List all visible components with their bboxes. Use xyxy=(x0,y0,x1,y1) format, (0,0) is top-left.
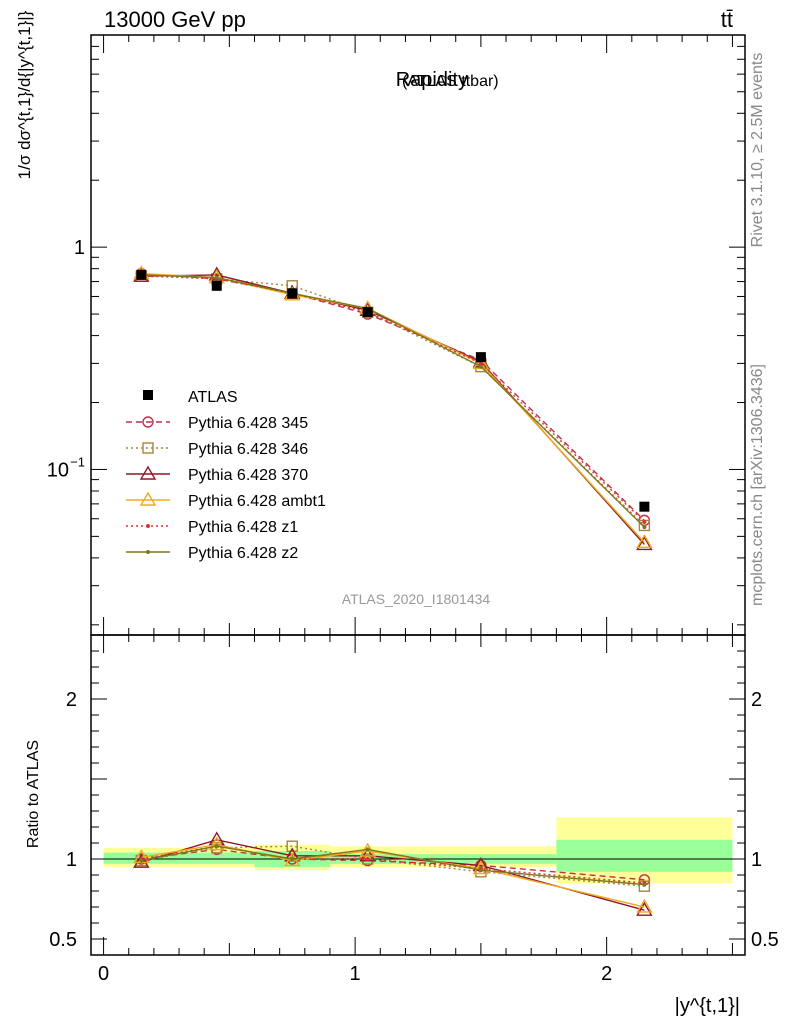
process-label: tt̄ xyxy=(721,7,733,32)
series-pythia-6-428-z2-ratio-line xyxy=(141,845,645,886)
legend-label: Pythia 6.428 ambt1 xyxy=(188,493,326,510)
series-pythia-6-428-ambt1-point xyxy=(636,533,653,549)
y-axis-label-main: 1/σ dσ^{t,1}/d{|y^{t,1}|} xyxy=(15,10,34,179)
ratio-y-tick-label: 2 xyxy=(66,689,77,711)
series-pythia-6-428-370-point xyxy=(636,536,653,551)
atlas-data-point xyxy=(136,269,147,280)
series-pythia-6-428-z1-point xyxy=(642,520,647,525)
series-pythia-6-428-z2-point xyxy=(478,364,483,369)
legend-marker xyxy=(139,491,157,506)
atlas-data-point xyxy=(639,501,650,512)
series-pythia-6-428-345-ratio-line xyxy=(141,848,645,881)
series-pythia-6-428-z2-ratio-point xyxy=(642,882,647,887)
legend-marker xyxy=(139,465,157,480)
series-pythia-6-428-z1-line xyxy=(141,274,645,523)
series-pythia-6-428-z1-ratio-point xyxy=(365,857,370,861)
legend-atlas-label: ATLAS xyxy=(188,389,238,406)
legend-marker xyxy=(142,416,154,428)
legend-marker xyxy=(142,442,154,454)
series-pythia-6-428-z2-ratio-point xyxy=(214,844,219,849)
series-pythia-6-428-346-line xyxy=(141,275,645,526)
series-pythia-6-428-346-ratio-point xyxy=(286,840,298,852)
energy-label: 13000 GeV pp xyxy=(104,7,246,32)
legend-label: Pythia 6.428 346 xyxy=(188,441,308,458)
mcplots-label: mcplots.cern.ch [arXiv:1306.3436] xyxy=(749,364,766,606)
x-tick-label: 2 xyxy=(601,963,612,985)
series-pythia-6-428-346-ratio-line xyxy=(141,845,645,887)
series-pythia-6-428-z2-point xyxy=(214,275,219,280)
series-pythia-6-428-z2-line xyxy=(141,274,645,528)
x-tick-label: 1 xyxy=(350,963,361,985)
series-pythia-6-428-z2-ratio-point xyxy=(478,868,483,873)
series-pythia-6-428-ambt1-ratio-point xyxy=(208,836,225,851)
series-pythia-6-428-z2-ratio-point xyxy=(290,857,295,861)
ratio-y-tick-label-right: 1 xyxy=(751,849,762,871)
main-y-tick-label-exponent: −1 xyxy=(70,454,85,469)
series-pythia-6-428-345-line xyxy=(141,272,645,521)
chart-title: Rapidity xyxy=(396,69,468,91)
series-pythia-6-428-370-ratio-point xyxy=(636,901,653,916)
main-y-tick-label: 10 xyxy=(47,459,69,481)
atlas-data-point xyxy=(211,280,222,291)
legend-marker xyxy=(146,550,150,554)
legend-label: Pythia 6.428 z1 xyxy=(188,519,298,536)
atlas-data-point xyxy=(475,352,486,363)
legend-atlas-marker xyxy=(143,390,153,400)
ratio-y-tick-label-right: 0.5 xyxy=(751,929,779,951)
series-pythia-6-428-z2-point xyxy=(642,525,647,530)
ratio-y-tick-label-right: 2 xyxy=(751,689,762,711)
legend-label: Pythia 6.428 345 xyxy=(188,415,308,432)
series-pythia-6-428-z2-ratio-point xyxy=(365,847,370,852)
series-pythia-6-428-ambt1-ratio-point xyxy=(636,898,653,913)
series-pythia-6-428-346-ratio-point xyxy=(361,853,374,865)
series-pythia-6-428-ambt1-ratio-point xyxy=(472,860,490,875)
ratio-band-inner xyxy=(556,839,733,872)
x-tick-label: 0 xyxy=(98,963,109,985)
series-pythia-6-428-z1-ratio-line xyxy=(141,845,645,884)
y-axis-label-ratio: Ratio to ATLAS xyxy=(25,740,42,848)
analysis-id: ATLAS_2020_I1801434 xyxy=(342,591,491,607)
legend-marker xyxy=(146,524,150,528)
series-pythia-6-428-z2-ratio-point xyxy=(139,858,144,863)
ratio-y-tick-label: 0.5 xyxy=(49,929,77,951)
series-pythia-6-428-370-ratio-point xyxy=(133,853,150,868)
series-pythia-6-428-ambt1-ratio-line xyxy=(141,843,645,908)
ratio-y-tick-label: 1 xyxy=(66,849,77,871)
atlas-data-point xyxy=(362,307,373,318)
ratio-band-inner xyxy=(103,852,255,864)
legend-label: Pythia 6.428 370 xyxy=(188,467,308,484)
main-y-tick-label: 1 xyxy=(74,237,85,259)
series-pythia-6-428-z1-point xyxy=(478,361,483,366)
legend-label: Pythia 6.428 z2 xyxy=(188,545,298,562)
chart-title-suffix: (ATLAS ttbar) xyxy=(402,73,499,90)
atlas-data-point xyxy=(287,288,298,299)
rivet-label: Rivet 3.1.10, ≥ 2.5M events xyxy=(749,53,766,248)
x-axis-label: |y^{t,1}| xyxy=(675,995,740,1017)
